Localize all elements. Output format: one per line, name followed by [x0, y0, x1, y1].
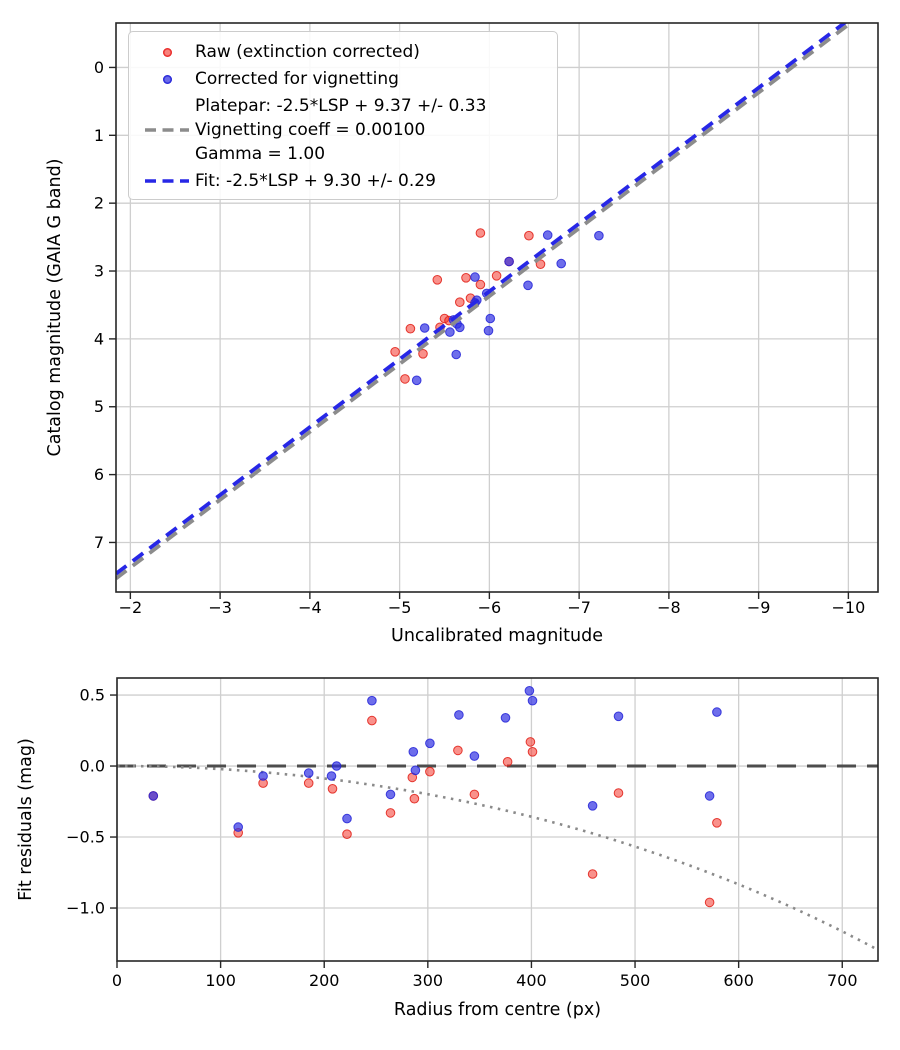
svg-text:−10: −10: [831, 598, 865, 617]
svg-text:0.5: 0.5: [80, 686, 105, 705]
legend-label-platepar: Platepar: -2.5*LSP + 9.37 +/- 0.33 Vigne…: [195, 96, 487, 164]
legend-item-raw: Raw (extinction corrected): [139, 40, 547, 64]
x-axis-label: Uncalibrated magnitude: [391, 626, 603, 646]
vignetting-model-curve: [117, 764, 877, 950]
tick-labels: 0 100 200 300 400 500 600 700 0.5 0.0 −0.5 −1.0: [66, 686, 857, 990]
legend-item-platepar: Platepar: -2.5*LSP + 9.37 +/- 0.33 Vigne…: [139, 94, 547, 166]
svg-text:4: 4: [94, 329, 104, 348]
fit-line: [116, 23, 848, 576]
legend-item-vignetting: Corrected for vignetting: [139, 67, 547, 91]
gridlines: [116, 678, 878, 961]
platepar-line: [116, 23, 854, 580]
svg-text:−0.5: −0.5: [66, 828, 105, 847]
svg-text:−2: −2: [119, 598, 143, 617]
legend-label-fit: Fit: -2.5*LSP + 9.30 +/- 0.29: [195, 171, 436, 191]
svg-text:−6: −6: [478, 598, 502, 617]
plot-frame: [115, 22, 879, 593]
svg-text:5: 5: [94, 397, 104, 416]
svg-text:1: 1: [94, 126, 104, 145]
legend: Raw (extinction corrected) Corrected for…: [128, 31, 558, 200]
plot-frame: [116, 677, 879, 962]
legend-label-vignetting: Corrected for vignetting: [195, 69, 399, 89]
svg-text:500: 500: [620, 971, 651, 990]
ticks: [110, 694, 843, 968]
svg-text:600: 600: [723, 971, 754, 990]
svg-text:−7: −7: [567, 598, 591, 617]
svg-text:300: 300: [413, 971, 444, 990]
svg-text:400: 400: [516, 971, 547, 990]
tick-labels: −2 −3 −4 −5 −6 −7 −8 −9 −10 0 1 2 3 4 5 6 7: [94, 58, 865, 617]
points-vignetting: [411, 230, 604, 386]
svg-text:700: 700: [827, 971, 858, 990]
svg-text:2: 2: [94, 194, 104, 213]
points-raw: [390, 228, 546, 384]
vignetting-dot-icon: [139, 74, 195, 84]
svg-text:3: 3: [94, 262, 104, 281]
svg-text:6: 6: [94, 465, 104, 484]
legend-label-raw: Raw (extinction corrected): [195, 42, 420, 62]
y-axis-label: Catalog magnitude (GAIA G band): [45, 158, 65, 456]
magnitude-calibration-plot: −2 −3 −4 −5 −6 −7 −8 −9 −10 0 1 2 3 4 5 6 7 Uncalibrated …: [45, 22, 879, 646]
points-vignetting: [148, 686, 722, 832]
raw-dot-icon: [139, 47, 195, 57]
svg-text:0: 0: [112, 971, 122, 990]
svg-text:−5: −5: [388, 598, 412, 617]
svg-text:100: 100: [205, 971, 236, 990]
y-axis-label: Fit residuals (mag): [16, 738, 36, 901]
svg-text:7: 7: [94, 533, 104, 552]
svg-text:−3: −3: [208, 598, 232, 617]
svg-text:200: 200: [309, 971, 340, 990]
fit-dash-icon: [139, 177, 195, 185]
x-axis-label: Radius from centre (px): [394, 1000, 601, 1020]
svg-text:−8: −8: [657, 598, 681, 617]
fit-residuals-plot: 0 100 200 300 400 500 600 700 0.5 0.0 −0.5 −1.0 Radi…: [16, 677, 879, 1020]
platepar-dash-icon: [139, 126, 195, 134]
svg-text:0: 0: [94, 58, 104, 77]
svg-text:0.0: 0.0: [80, 757, 105, 776]
legend-item-fit: Fit: -2.5*LSP + 9.30 +/- 0.29: [139, 169, 547, 193]
ticks: [109, 66, 850, 599]
svg-text:−9: −9: [747, 598, 771, 617]
svg-text:−1.0: −1.0: [66, 899, 105, 918]
svg-text:−4: −4: [298, 598, 322, 617]
